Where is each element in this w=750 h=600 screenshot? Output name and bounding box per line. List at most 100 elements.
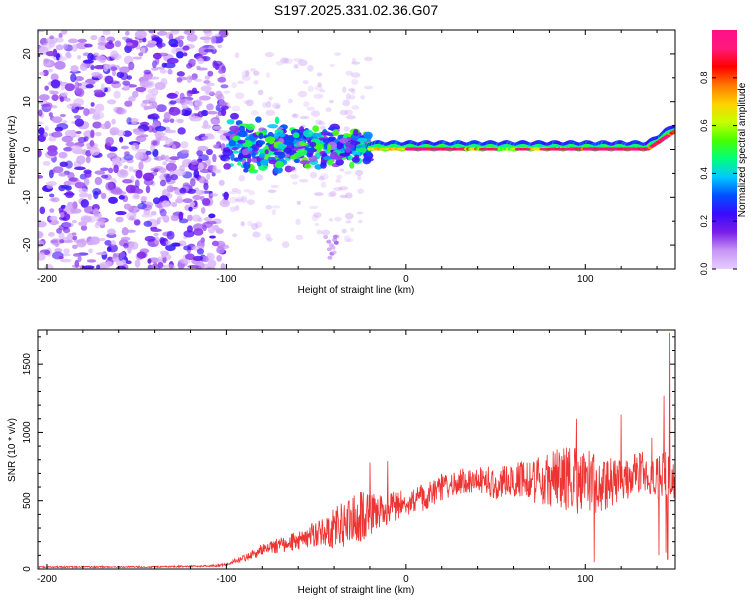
figure-title: S197.2025.331.02.36.G07 xyxy=(274,2,438,18)
spectrogram-cell xyxy=(309,205,319,210)
spectrogram-cell xyxy=(343,126,350,132)
spectrogram-cell xyxy=(163,264,176,269)
spectrogram-cell xyxy=(232,233,238,238)
spectrogram-cell xyxy=(110,240,117,246)
spectrogram-cell xyxy=(325,107,332,113)
spectrogram-cell xyxy=(329,63,335,68)
spectrogram-cell xyxy=(207,259,217,268)
spectrogram-cell xyxy=(336,174,343,180)
spectrogram-cell xyxy=(85,156,91,164)
spectrogram-cell xyxy=(203,182,209,191)
spectrogram-cell xyxy=(72,253,81,257)
spectrogram-cell xyxy=(251,158,258,163)
colorbar-tick-label: 0.6 xyxy=(699,119,709,132)
spectrogram-cell xyxy=(211,240,219,247)
spectrogram-cell xyxy=(262,146,271,152)
spectrogram-cell xyxy=(49,35,54,40)
snr-y-tick-label: 0 xyxy=(22,566,33,572)
spectrogram-cell xyxy=(145,185,151,194)
spectrogram-cell xyxy=(327,192,336,198)
spectrogram-cell xyxy=(89,140,95,147)
spectrogram-cell xyxy=(186,188,197,194)
spectrogram-cell xyxy=(55,36,64,43)
spectrogram-cell xyxy=(104,75,114,85)
spectrogram-cell xyxy=(139,155,152,163)
spectrogram-cell xyxy=(97,42,108,46)
spectrogram-cell xyxy=(76,42,88,50)
spectrogram-cell xyxy=(299,126,305,132)
snr-x-axis-label: Height of straight line (km) xyxy=(298,585,415,596)
spectrogram-cell xyxy=(169,118,175,124)
spectrogram-cell xyxy=(46,181,57,187)
spectrogram-cell xyxy=(307,64,314,72)
spectrogram-cell xyxy=(176,195,183,201)
spectrogram-cell xyxy=(119,66,131,73)
colorbar-tick-label: 0.2 xyxy=(699,215,709,228)
spectrogram-cell xyxy=(125,260,132,265)
spectrogram-cell xyxy=(44,126,49,131)
spectrogram-cell xyxy=(116,71,125,78)
spectrogram-cell xyxy=(49,208,55,213)
spectrogram-cell xyxy=(328,218,334,222)
spectrogram-cell xyxy=(271,208,277,216)
spectrogram-cell xyxy=(72,244,78,250)
spectrogram-cell xyxy=(267,189,277,193)
spectrogram-cell xyxy=(176,51,184,59)
spectrogram-cell xyxy=(147,113,156,120)
spectrogram-cell xyxy=(255,174,264,181)
spectrogram-cell xyxy=(106,152,118,159)
spectrogram-cell xyxy=(202,30,212,34)
spectrogram-cell xyxy=(51,116,63,124)
spectrogram-cell xyxy=(68,177,78,182)
spectrogram-cell xyxy=(311,132,322,138)
spectrogram-cell xyxy=(217,244,230,250)
spectrogram-cell xyxy=(193,228,204,236)
spectrogram-cell xyxy=(347,155,353,161)
spectrogram-cell xyxy=(231,82,237,89)
spectrogram-cell xyxy=(74,81,80,90)
spectrogram-cell xyxy=(128,166,134,172)
spectrogram-cell xyxy=(351,57,357,64)
spectrogram-cell xyxy=(287,98,294,104)
spectrogram-cell xyxy=(171,144,177,150)
spectrogram-cell xyxy=(351,156,360,163)
spectrogram-cell xyxy=(61,30,68,35)
spectrogram-cell xyxy=(214,33,222,38)
spectrogram-cell xyxy=(237,130,248,138)
spectrogram-cell xyxy=(228,140,237,147)
spectrogram-cell xyxy=(177,127,186,135)
spectrogram-cell xyxy=(78,188,89,194)
spectrogram-cell xyxy=(355,169,364,176)
spectrogram-cell xyxy=(207,252,215,261)
spectrogram-cell xyxy=(309,141,317,148)
spectrogram-cell xyxy=(47,68,54,73)
spectrogram-cell xyxy=(156,217,161,225)
spectrogram-cell xyxy=(194,99,203,107)
spectrogram-y-tick-label: -10 xyxy=(22,190,33,205)
spectrogram-cell xyxy=(264,51,275,58)
spectrogram-cell xyxy=(270,184,279,188)
spectrogram-cell xyxy=(346,238,354,243)
spectrogram-cell xyxy=(59,113,66,118)
spectrogram-cell xyxy=(51,197,60,203)
spectrogram-cell xyxy=(345,70,353,76)
spectrogram-cell xyxy=(296,200,301,205)
spectrogram-cell xyxy=(51,94,59,102)
spectrogram-cell xyxy=(125,184,136,194)
spectrogram-cell xyxy=(64,129,76,138)
spectrogram-cell xyxy=(209,235,216,239)
spectrogram-cell xyxy=(150,228,162,232)
spectrogram-cell xyxy=(161,62,167,68)
spectrogram-cell xyxy=(235,196,244,203)
spectrogram-cell xyxy=(100,192,107,200)
colorbar-ticks: 0.0 0.2 0.4 0.6 0.8 xyxy=(699,72,737,275)
spectrogram-cell xyxy=(304,163,312,169)
colorbar-label: Normalized spectral amplitude xyxy=(737,82,748,217)
spectrogram-cell xyxy=(265,233,272,240)
spectrogram-cell xyxy=(170,214,180,222)
spectrogram-cell xyxy=(339,152,350,157)
spectrogram-cell xyxy=(229,196,238,204)
spectrogram-cell xyxy=(191,214,202,222)
spectrogram-cell xyxy=(284,135,295,144)
spectrogram-cell xyxy=(317,82,322,88)
